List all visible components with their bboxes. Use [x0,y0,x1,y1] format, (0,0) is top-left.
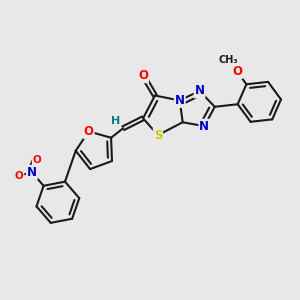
Text: O: O [84,125,94,138]
Text: CH₃: CH₃ [219,55,239,65]
Text: N: N [27,166,37,179]
Text: N: N [199,120,209,133]
Text: O: O [232,65,242,78]
Text: N: N [194,84,205,98]
Text: S: S [154,129,162,142]
Text: O: O [33,155,41,165]
Text: N: N [175,94,185,107]
Text: O: O [15,171,23,181]
Text: H: H [111,116,120,126]
Text: O: O [138,69,148,82]
